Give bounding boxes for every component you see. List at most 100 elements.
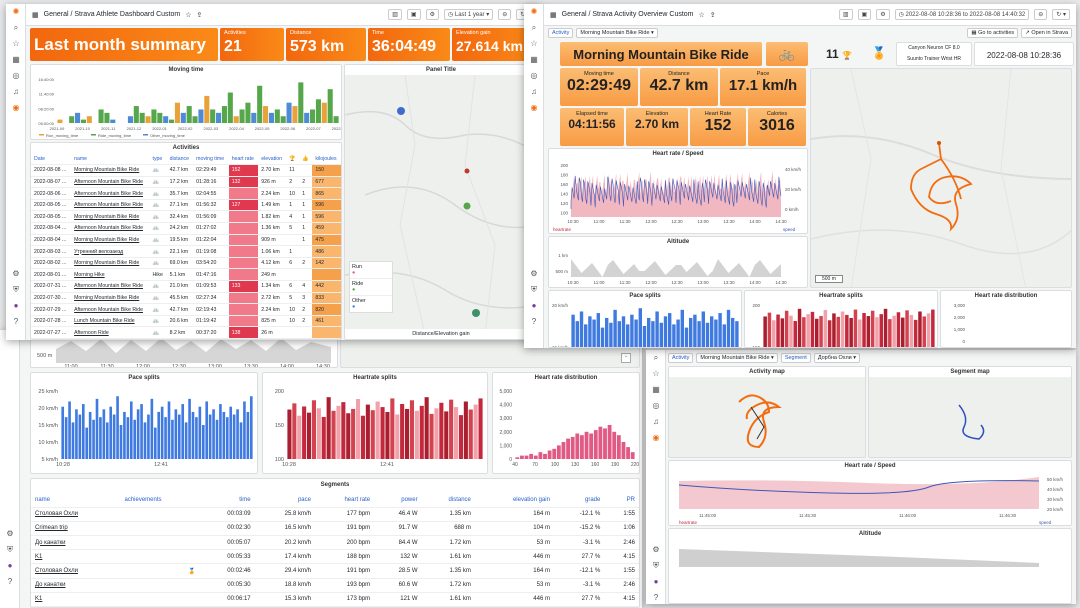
column-header[interactable]: type [149, 153, 167, 166]
column-header[interactable]: heart rate [314, 493, 375, 508]
table-row[interactable]: 2022-08-04 ... Morning Mountain Bike Ride… [31, 234, 341, 247]
table-row[interactable]: 2022-07-30 ... Morning Mountain Bike Ride… [31, 292, 341, 305]
table-row[interactable]: 2022-07-28 ... Lunch Mountain Bike Ride 🚲 2… [31, 315, 341, 328]
column-header[interactable]: PR [604, 493, 639, 508]
shield-icon[interactable]: ⛨ [653, 561, 659, 570]
map-zoom-icon[interactable]: ▫ [621, 353, 631, 363]
map-marker[interactable] [463, 202, 471, 210]
table-row[interactable]: 2022-07-31 ... Afternoon Mountain Bike Ri… [31, 280, 341, 293]
table-cell[interactable]: Morning Hike [71, 268, 150, 282]
table-cell[interactable]: Afternoon Ride [71, 326, 150, 339]
table-row[interactable]: 2022-08-02 ... Morning Mountain Bike Ride… [31, 257, 341, 270]
table-row[interactable]: K1 00:06:17 15.3 km/h 173 bpm 121 W 1.61 km 44… [31, 592, 639, 607]
settings-icon[interactable]: ⚙ [876, 9, 890, 20]
save-icon[interactable]: ▣ [857, 9, 872, 20]
dashboards-icon[interactable]: ▦ [652, 385, 660, 394]
column-header[interactable]: moving time [193, 153, 229, 166]
legend-other[interactable]: Other ● [350, 295, 392, 312]
shield-icon[interactable]: ⛨ [531, 285, 537, 294]
gear-icon[interactable]: ⚙ [12, 269, 20, 278]
table-row[interactable]: Столовая Охли 00:03:09 25.8 km/h 177 bpm 46.… [31, 507, 639, 522]
table-row[interactable]: 2022-08-05 ... Morning Mountain Bike Ride… [31, 210, 341, 224]
column-header[interactable]: time [199, 493, 255, 508]
star-icon[interactable]: ☆ [530, 39, 538, 48]
go-to-activities-link[interactable]: ▦ Go to activities [967, 28, 1019, 38]
grafana-logo-icon[interactable]: ✺ [12, 7, 20, 16]
help-icon[interactable]: ? [13, 317, 19, 326]
star-icon[interactable]: ☆ [652, 369, 660, 378]
table-row[interactable]: 2022-08-05 ... Afternoon Mountain Bike Ri… [31, 199, 341, 212]
column-header[interactable]: pace [254, 493, 315, 508]
add-panel-icon[interactable]: ▥ [388, 9, 402, 20]
table-cell[interactable]: Morning Mountain Bike Ride [71, 234, 150, 247]
column-header[interactable]: elevation [258, 153, 287, 166]
column-header[interactable]: power [374, 493, 422, 508]
table-cell[interactable]: K1 [31, 549, 121, 565]
bell-icon[interactable]: ♫ [13, 87, 19, 96]
zoom-out-icon[interactable]: ⊖ [498, 9, 512, 20]
column-header[interactable]: Date [31, 153, 72, 166]
column-header[interactable]: grade [553, 493, 605, 508]
table-row[interactable]: До канатки 00:05:07 20.2 km/h 200 bpm 84.4 W… [31, 535, 639, 551]
help-icon[interactable]: ? [531, 317, 537, 326]
column-header[interactable]: achievements [120, 493, 200, 508]
time-range-picker[interactable]: ◷ Last 1 year ▾ [443, 9, 494, 20]
gear-icon[interactable]: ⚙ [652, 545, 660, 554]
table-row[interactable]: 2022-08-08 ... Morning Mountain Bike Ride… [31, 164, 341, 177]
map-marker[interactable] [397, 107, 405, 115]
star-icon[interactable]: ☆ [698, 11, 705, 19]
shield-icon[interactable]: ⛨ [13, 285, 19, 294]
breadcrumb[interactable]: General / Strava Activity Overview Custo… [561, 11, 694, 18]
table-cell[interactable]: Afternoon Mountain Bike Ride [71, 303, 150, 316]
table-cell[interactable]: Morning Mountain Bike Ride [71, 257, 150, 270]
table-row[interactable]: 2022-07-29 ... Afternoon Mountain Bike Ri… [31, 303, 341, 316]
table-row[interactable]: 2022-08-06 ... Afternoon Mountain Bike Ri… [31, 187, 341, 200]
table-cell[interactable]: Morning Mountain Bike Ride [71, 292, 150, 305]
activity-var-select[interactable]: Morning Mountain Bike Ride ▾ [576, 28, 658, 38]
refresh-icon[interactable]: ↻ ▾ [1052, 9, 1070, 20]
table-row[interactable]: 2022-07-27 ... Afternoon Ride 🚲 8.2 km 00:37… [31, 326, 341, 339]
share-icon[interactable]: ⇪ [709, 11, 716, 19]
time-range-picker[interactable]: ◷ 2022-08-08 10:28:36 to 2022-08-08 14:4… [894, 9, 1030, 20]
help-icon[interactable]: ? [653, 593, 659, 602]
table-cell[interactable]: K1 [31, 592, 121, 607]
map-marker[interactable] [464, 168, 470, 174]
breadcrumb[interactable]: General / Strava Athlete Dashboard Custo… [43, 11, 181, 18]
table-cell[interactable]: До канатки [31, 578, 121, 593]
strava-icon[interactable]: ◉ [12, 103, 20, 112]
column-header[interactable]: 🏆 [286, 153, 300, 166]
activity-var-select[interactable]: Morning Mountain Bike Ride ▾ [696, 353, 778, 363]
dashboards-icon[interactable]: ▦ [12, 55, 20, 64]
star-icon[interactable]: ☆ [185, 11, 192, 19]
open-in-strava-link[interactable]: ↗ Open in Strava [1021, 28, 1072, 38]
table-row[interactable]: K1 00:05:33 17.4 km/h 188 bpm 132 W 1.61 km 44… [31, 549, 639, 565]
table-cell[interactable]: Afternoon Mountain Bike Ride [71, 280, 150, 293]
explore-icon[interactable]: ◎ [12, 71, 20, 80]
legend-heartrate[interactable]: heartrate [679, 520, 698, 525]
route-start-marker[interactable] [937, 141, 941, 145]
table-cell[interactable]: Afternoon Mountain Bike Ride [71, 176, 150, 189]
table-cell[interactable]: Lunch Mountain Bike Ride [71, 315, 150, 328]
table-cell[interactable]: Crimean trip [31, 521, 121, 537]
avatar[interactable]: ● [13, 301, 19, 310]
search-icon[interactable]: ⌕ [531, 23, 537, 32]
table-row[interactable]: Crimean trip 00:02:30 16.5 km/h 191 bpm 91.7… [31, 521, 639, 537]
column-header[interactable]: elevation gain [474, 493, 554, 508]
table-row[interactable]: 2022-08-03 ... Утренний велозаезд 🚲 22.1 km… [31, 245, 341, 258]
legend-speed[interactable]: speed [1039, 520, 1052, 525]
avatar[interactable]: ● [653, 577, 659, 586]
save-icon[interactable]: ▣ [406, 9, 421, 20]
explore-icon[interactable]: ◎ [530, 71, 538, 80]
shield-icon[interactable]: ⛨ [7, 545, 13, 554]
table-row[interactable]: 2022-08-07 ... Afternoon Mountain Bike Ri… [31, 176, 341, 189]
map-marker[interactable] [472, 309, 480, 317]
table-row[interactable]: 2022-08-01 ... Morning Hike Hike 5.1 km 01:4… [31, 268, 341, 282]
strava-icon[interactable]: ◉ [530, 103, 538, 112]
column-header[interactable]: distance [421, 493, 475, 508]
column-header[interactable]: distance [166, 153, 194, 166]
column-header[interactable]: name [31, 493, 121, 508]
add-panel-icon[interactable]: ▥ [838, 9, 853, 20]
segment-var-select[interactable]: Дорбна Охли ▾ [813, 353, 861, 363]
gear-icon[interactable]: ⚙ [6, 529, 14, 538]
star-icon[interactable]: ☆ [12, 39, 20, 48]
